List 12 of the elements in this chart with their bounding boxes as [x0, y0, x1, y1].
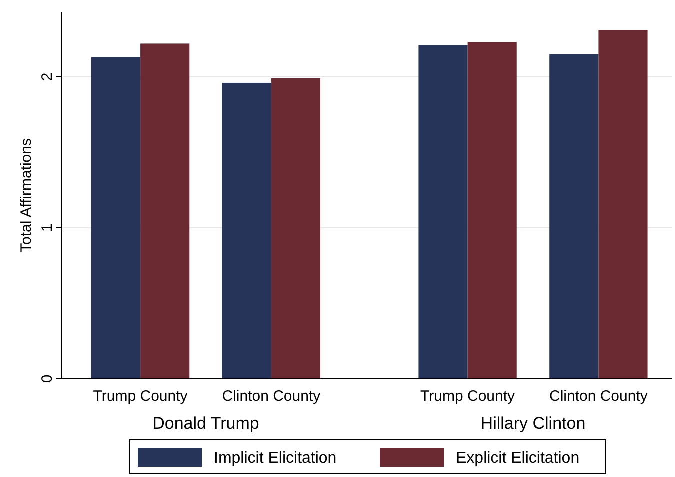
- y-tick-label: 0: [39, 374, 56, 384]
- x-tick-label: Trump County: [420, 388, 516, 405]
- legend-label: Implicit Elicitation: [214, 450, 337, 467]
- x-tick-label: Clinton County: [222, 388, 322, 405]
- y-axis-title: Total Affirmations: [18, 138, 35, 252]
- text: Donald Trump: [152, 414, 260, 433]
- text: Hillary Clinton: [480, 414, 586, 433]
- y-tick-label: 2: [39, 72, 56, 82]
- y-tick-label: 1: [39, 224, 56, 232]
- x-tick-label: Clinton County: [550, 388, 648, 405]
- x-tick-label: Trump County: [93, 388, 188, 405]
- legend-label: Explicit Elicitation: [456, 450, 580, 467]
